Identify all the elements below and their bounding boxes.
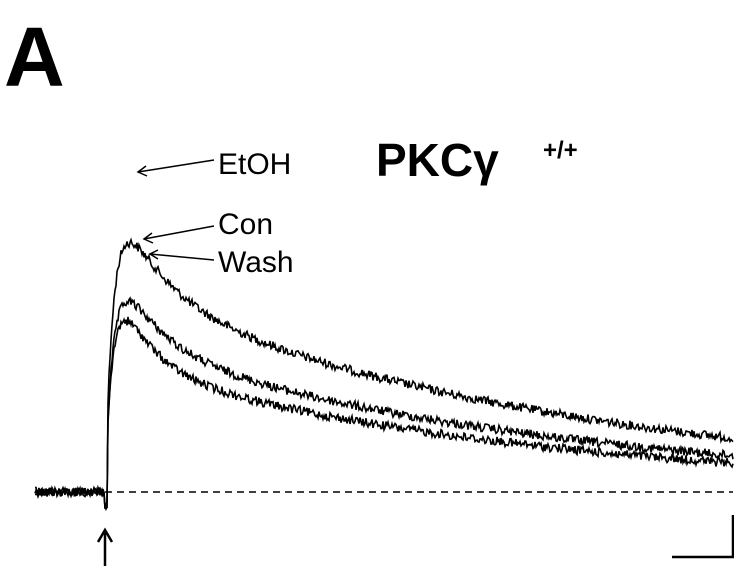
arrowhead <box>148 249 159 260</box>
trace-label: Con <box>218 208 273 241</box>
trace <box>34 316 734 509</box>
title: PKCγ <box>376 134 499 186</box>
arrowhead <box>142 232 154 244</box>
trace-label: Wash <box>218 246 294 279</box>
panel-label: A <box>4 10 65 104</box>
arrow <box>143 225 215 240</box>
stimulus-arrow <box>96 527 114 566</box>
traces <box>34 237 734 512</box>
scale-bar <box>672 515 734 559</box>
arrowhead <box>136 165 148 177</box>
title-superscript: +/+ <box>543 137 578 164</box>
label-arrows <box>136 159 215 261</box>
arrow <box>149 253 215 261</box>
trace <box>34 296 734 510</box>
arrow <box>137 159 215 173</box>
arrowhead <box>96 527 114 543</box>
trace <box>34 237 734 512</box>
trace-label: EtOH <box>218 148 291 181</box>
